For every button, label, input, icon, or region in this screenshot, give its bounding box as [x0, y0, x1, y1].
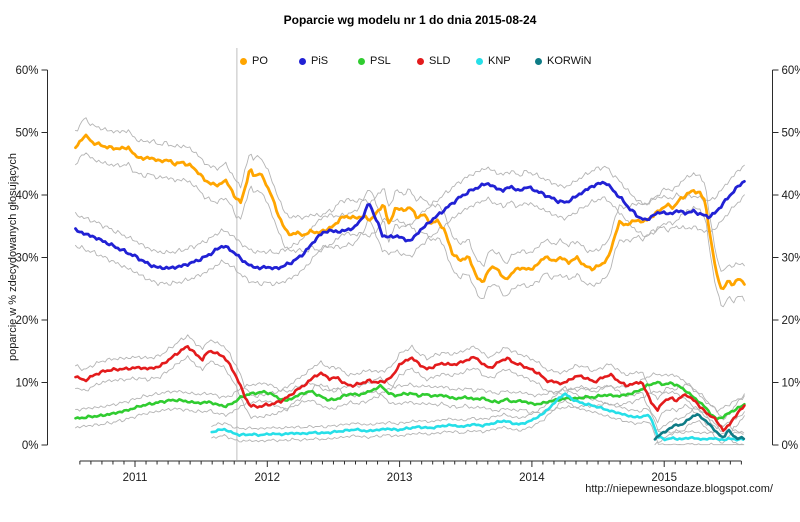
y-tick-label: 50%	[15, 128, 38, 140]
legend-item-knp: KNP	[476, 55, 535, 67]
korwin-color-dot	[535, 57, 542, 65]
x-tick-label: 2014	[519, 472, 545, 484]
x-tick-label: 2011	[123, 472, 148, 484]
y-tick-label: 30%	[782, 253, 800, 265]
x-tick-label: 2013	[387, 472, 413, 484]
legend-item-pis: PiS	[299, 55, 358, 67]
y-tick-label: 20%	[782, 315, 800, 327]
knp-color-dot	[476, 57, 483, 65]
y-tick-label: 0%	[782, 440, 799, 452]
y-tick-label: 10%	[15, 378, 38, 390]
legend-item-korwin: KORWiN	[535, 55, 591, 67]
sld-color-dot	[417, 57, 424, 65]
y-tick-label: 30%	[15, 253, 38, 265]
legend-item-po: PO	[240, 55, 299, 67]
legend-label: KNP	[488, 55, 511, 67]
y-tick-label: 60%	[782, 65, 800, 77]
legend-label: KORWiN	[547, 55, 592, 67]
y-tick-label: 10%	[782, 378, 800, 390]
legend: PO PiS PSL SLD KNP KORWiN	[240, 55, 591, 67]
source-url: http://niepewnesondaze.blogspot.com/	[585, 483, 773, 495]
series-line-psl	[74, 380, 746, 421]
y-tick-label: 40%	[782, 190, 800, 202]
x-tick-label: 2012	[255, 472, 281, 484]
x-tick-label: 2015	[651, 472, 677, 484]
series-line-korwin	[653, 412, 746, 441]
y-tick-label: 60%	[15, 65, 38, 77]
chart-title: Poparcie wg modelu nr 1 do dnia 2015-08-…	[283, 13, 537, 27]
legend-label: PiS	[311, 55, 329, 67]
legend-label: SLD	[429, 55, 451, 67]
series-line-pis	[74, 179, 746, 271]
pis-color-dot	[299, 57, 306, 65]
y-tick-label: 50%	[782, 128, 800, 140]
legend-item-sld: SLD	[417, 55, 476, 67]
y-tick-label: 20%	[15, 315, 38, 327]
series-line-knp	[210, 392, 745, 442]
po-color-dot	[240, 57, 247, 65]
legend-item-psl: PSL	[358, 55, 417, 67]
series-line-po	[74, 133, 746, 291]
series-line-sld	[74, 344, 746, 433]
y-tick-label: 40%	[15, 190, 38, 202]
psl-color-dot	[358, 57, 365, 65]
y-tick-label: 0%	[22, 440, 39, 452]
legend-label: PO	[252, 55, 268, 67]
legend-label: PSL	[370, 55, 391, 67]
